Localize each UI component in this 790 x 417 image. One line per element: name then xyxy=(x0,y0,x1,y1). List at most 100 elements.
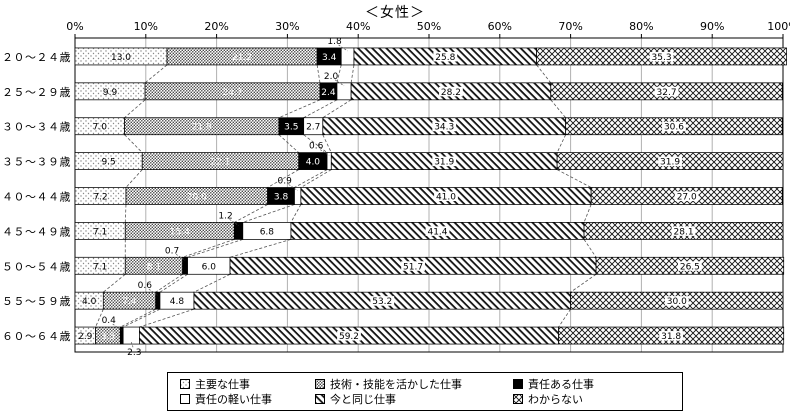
bar-value-label: 59.2 xyxy=(339,332,359,342)
bar-segment xyxy=(294,187,302,205)
callout-leader-line xyxy=(334,79,345,87)
series-connector-line xyxy=(267,169,299,188)
bar-value-label: 26.5 xyxy=(680,262,700,272)
bar-value-label-bg xyxy=(649,51,674,62)
bar-value-label: 7.2 xyxy=(93,193,107,203)
legend-item-2: 技術・技能を活かした仕事 xyxy=(315,379,513,390)
bars-layer: ２０～２４歳 13.0 21.2 3.4 25.8 35.3 1.8 ２５～２９歳 9.9 24.… xyxy=(2,37,787,358)
bar-value-label-bg xyxy=(664,296,689,306)
legend-item-5: 今と同じ仕事 xyxy=(315,394,513,405)
series-connector-line xyxy=(336,64,342,83)
bar-value-label: 41.0 xyxy=(436,193,456,203)
bar-value-label: 34.3 xyxy=(434,123,454,133)
x-tick-label: 100% xyxy=(767,20,790,33)
series-connector-line xyxy=(193,273,231,293)
legend-swatch xyxy=(315,394,325,404)
series-connector-line xyxy=(322,99,352,119)
legend-item-4: 責任の軽い仕事 xyxy=(180,394,315,405)
bar-value-label: 31.8 xyxy=(661,332,681,342)
legend-label: 今と同じ仕事 xyxy=(330,392,396,406)
bar-segment xyxy=(155,291,161,310)
bar-value-label: 7.1 xyxy=(93,227,107,237)
y-axis-label: ５０～５４歳 xyxy=(2,260,71,273)
series-connector-line xyxy=(350,64,355,83)
y-axis-label: ２５～２９歳 xyxy=(2,86,71,99)
bar-value-label: 6.8 xyxy=(260,227,275,237)
bar-value-label: 51.7 xyxy=(403,262,423,272)
callout-label: 2.3 xyxy=(127,348,141,358)
legend-label: 責任ある仕事 xyxy=(528,377,594,391)
series-connector-line xyxy=(103,273,126,293)
y-axis-label: ３５～３９歳 xyxy=(2,156,71,169)
callout-label: 1.8 xyxy=(327,37,342,47)
bar-value-label-bg xyxy=(677,261,702,271)
bar-value-label-bg xyxy=(432,121,457,132)
bar-value-label: 3.5 xyxy=(101,332,115,342)
bar-value-label: 27.0 xyxy=(677,193,697,203)
series-connector-line xyxy=(234,204,268,223)
bar-value-label-bg xyxy=(434,191,458,201)
bar-value-label-bg xyxy=(370,296,395,306)
x-tick-label: 20% xyxy=(204,20,228,33)
callout-leader-line xyxy=(175,253,186,261)
bar-value-label: 53.2 xyxy=(372,297,392,307)
series-connector-line xyxy=(187,239,243,258)
y-axis-label: ６０～６４歳 xyxy=(2,330,71,343)
bar-segment xyxy=(336,82,352,101)
bar-value-label: 3.8 xyxy=(274,193,289,203)
bar-value-label: 9.5 xyxy=(101,158,115,168)
series-connector-line xyxy=(122,308,161,328)
bar-value-label: 21.2 xyxy=(232,53,252,63)
series-connector-line xyxy=(583,204,592,223)
chart-title: ＜女性＞ xyxy=(365,5,425,21)
bar-value-label: 4.0 xyxy=(82,297,97,307)
bar-value-label-bg xyxy=(674,191,699,201)
bar-value-label: 30.0 xyxy=(667,297,687,307)
callout-label: 0.6 xyxy=(309,142,324,152)
bar-value-label-bg xyxy=(401,261,425,271)
bar-value-label: 3.4 xyxy=(322,53,337,63)
bar-value-label: 35.3 xyxy=(652,53,672,63)
bar-value-label: 30.6 xyxy=(664,123,684,133)
x-tick-label: 30% xyxy=(275,20,299,33)
y-axis-label: ４５～４９歳 xyxy=(2,225,71,238)
bar-value-label: 8.1 xyxy=(147,262,161,272)
bar-value-label-bg xyxy=(662,121,686,132)
legend-swatch xyxy=(180,394,190,404)
bar-segment xyxy=(233,222,244,240)
bar-value-label: 20.0 xyxy=(187,193,207,203)
series-connector-line xyxy=(229,239,292,258)
legend-label: 主要な仕事 xyxy=(195,377,250,391)
x-tick-label: 50% xyxy=(417,20,441,33)
callout-leader-line xyxy=(319,149,330,156)
series-connector-line xyxy=(278,134,299,153)
bar-value-label-bg xyxy=(659,331,684,341)
bar-value-label: 32.7 xyxy=(657,88,677,98)
legend-item-6: わからない xyxy=(513,394,671,405)
series-connector-line xyxy=(550,99,566,118)
bar-segment xyxy=(119,326,124,345)
series-connector-line xyxy=(558,308,571,328)
bar-segment xyxy=(182,256,188,275)
legend-swatch xyxy=(513,394,523,404)
bar-value-label: 28.1 xyxy=(674,227,694,237)
bar-value-label: 9.9 xyxy=(103,88,118,98)
callout-leader-line xyxy=(288,184,298,191)
bar-segment xyxy=(340,47,355,66)
bar-value-label: 7.0 xyxy=(93,123,108,133)
callout-label: 0.9 xyxy=(278,177,293,187)
callout-label: 0.6 xyxy=(138,281,153,291)
series-connector-line xyxy=(278,99,321,119)
callout-leader-line xyxy=(130,341,134,349)
series-connector-line xyxy=(124,99,146,119)
series-connector-line xyxy=(159,273,188,293)
bar-value-label: 4.0 xyxy=(306,158,321,168)
bar-value-label: 2.9 xyxy=(78,332,93,342)
x-tick-label: 80% xyxy=(629,20,653,33)
bar-segment xyxy=(326,152,332,170)
bar-value-label: 25.8 xyxy=(435,53,455,63)
bar-value-label: 7.4 xyxy=(122,297,137,307)
chart-legend: 主要な仕事 技術・技能を活かした仕事 責任ある仕事責任の軽い仕事 今と同じ仕事 わからな… xyxy=(167,372,683,411)
bar-value-label-bg xyxy=(671,226,696,236)
